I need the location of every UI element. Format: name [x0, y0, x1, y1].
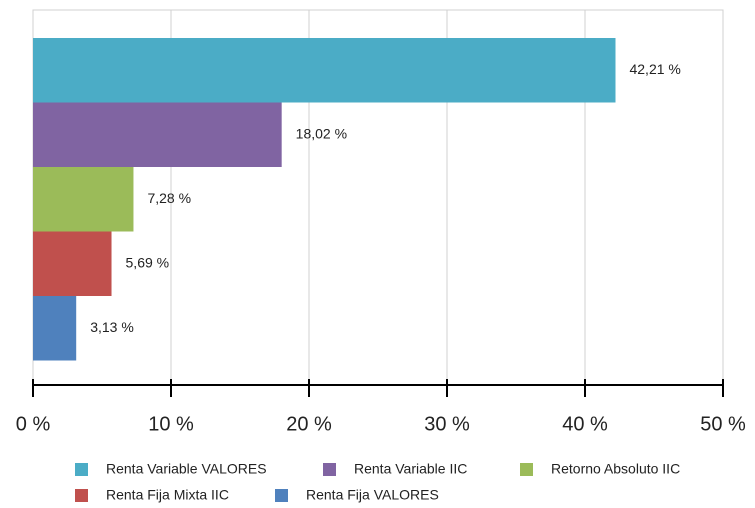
legend-swatch — [75, 489, 88, 502]
bar — [33, 231, 112, 296]
legend-swatch — [275, 489, 288, 502]
legend-label: Renta Variable VALORES — [106, 461, 267, 477]
legend-swatch — [75, 463, 88, 476]
bar — [33, 296, 77, 361]
bar — [33, 102, 282, 167]
x-tick-label: 10 % — [148, 413, 194, 435]
bar — [33, 38, 616, 103]
bar — [33, 167, 134, 232]
legend-label: Renta Variable IIC — [354, 461, 467, 477]
value-label: 3,13 % — [90, 319, 134, 335]
x-tick-label: 20 % — [286, 413, 332, 435]
x-tick-label: 30 % — [424, 413, 470, 435]
legend-label: Retorno Absoluto IIC — [551, 461, 680, 477]
value-label: 7,28 % — [147, 190, 191, 206]
x-tick-label: 0 % — [16, 413, 51, 435]
legend-swatch — [323, 463, 336, 476]
value-label: 42,21 % — [629, 61, 680, 77]
legend-label: Renta Fija VALORES — [306, 487, 439, 503]
x-tick-label: 40 % — [562, 413, 608, 435]
value-label: 5,69 % — [126, 254, 170, 270]
value-label: 18,02 % — [296, 125, 347, 141]
legend-label: Renta Fija Mixta IIC — [106, 487, 229, 503]
legend-swatch — [520, 463, 533, 476]
x-tick-label: 50 % — [700, 413, 746, 435]
